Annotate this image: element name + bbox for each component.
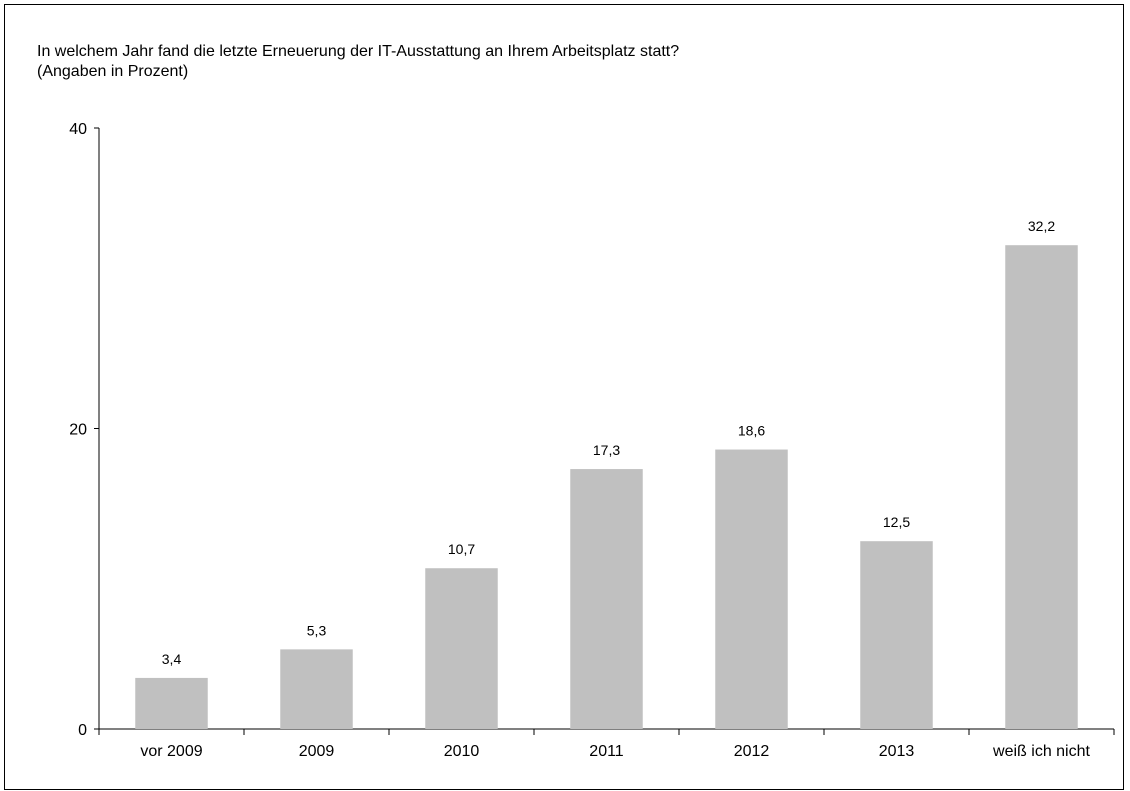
x-tick-label: 2013 [879, 743, 915, 760]
bar [280, 649, 353, 729]
bar-chart: 0 20 40 3,4 vor 2009 5,3 2009 10,7 2010 17,3 2011 1… [69, 121, 1115, 760]
data-label: 5,3 [307, 622, 327, 638]
chart-frame: In welchem Jahr fand die letzte Erneueru… [4, 4, 1124, 790]
bar [570, 469, 643, 729]
data-label: 12,5 [883, 514, 910, 530]
y-tick-label: 40 [69, 121, 87, 138]
bar [860, 541, 933, 729]
bar [715, 449, 788, 729]
x-tick-label: 2011 [589, 743, 624, 760]
data-label: 3,4 [162, 651, 182, 667]
x-tick-label: vor 2009 [140, 743, 202, 760]
bar [1005, 245, 1078, 729]
data-label: 10,7 [448, 541, 475, 557]
bar [425, 568, 498, 729]
x-tick-label: weiß ich nicht [992, 743, 1090, 760]
x-tick-label: 2010 [444, 743, 480, 760]
bar [135, 677, 208, 729]
data-label: 17,3 [593, 442, 620, 458]
data-label: 18,6 [738, 423, 765, 439]
y-tick-label: 20 [69, 422, 87, 439]
chart-title: In welchem Jahr fand die letzte Erneueru… [37, 43, 680, 60]
x-tick-label: 2009 [299, 743, 335, 760]
data-label: 32,2 [1028, 218, 1055, 234]
y-tick-label: 0 [78, 722, 87, 739]
chart-subtitle: (Angaben in Prozent) [37, 63, 189, 80]
x-tick-label: 2012 [734, 743, 770, 760]
